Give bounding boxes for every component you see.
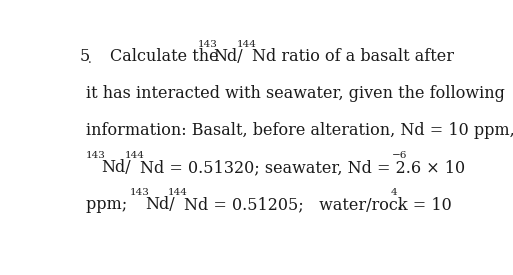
- Text: 5: 5: [80, 48, 90, 65]
- Text: 143: 143: [130, 188, 150, 197]
- Text: 143: 143: [86, 151, 106, 160]
- Text: Nd = 0.51320; seawater, Nd = 2.6 × 10: Nd = 0.51320; seawater, Nd = 2.6 × 10: [140, 159, 465, 176]
- Text: information: Basalt, before alteration, Nd = 10 ppm,: information: Basalt, before alteration, …: [86, 122, 513, 139]
- Text: Calculate the: Calculate the: [110, 48, 224, 65]
- Text: Nd/: Nd/: [213, 48, 243, 65]
- Text: 4: 4: [391, 188, 398, 197]
- Text: .: .: [396, 196, 401, 213]
- Text: 144: 144: [236, 40, 256, 49]
- Text: Nd ratio of a basalt after: Nd ratio of a basalt after: [252, 48, 454, 65]
- Text: Nd/: Nd/: [102, 159, 131, 176]
- Text: Nd = 0.51205;   water/rock = 10: Nd = 0.51205; water/rock = 10: [184, 196, 451, 213]
- Text: Nd/: Nd/: [145, 196, 175, 213]
- Text: 144: 144: [168, 188, 188, 197]
- Text: .: .: [88, 53, 92, 66]
- Text: −6: −6: [392, 151, 407, 160]
- Text: ppm;: ppm;: [86, 196, 143, 213]
- Text: 143: 143: [198, 40, 218, 49]
- Text: it has interacted with seawater, given the following: it has interacted with seawater, given t…: [86, 85, 505, 102]
- Text: 144: 144: [124, 151, 144, 160]
